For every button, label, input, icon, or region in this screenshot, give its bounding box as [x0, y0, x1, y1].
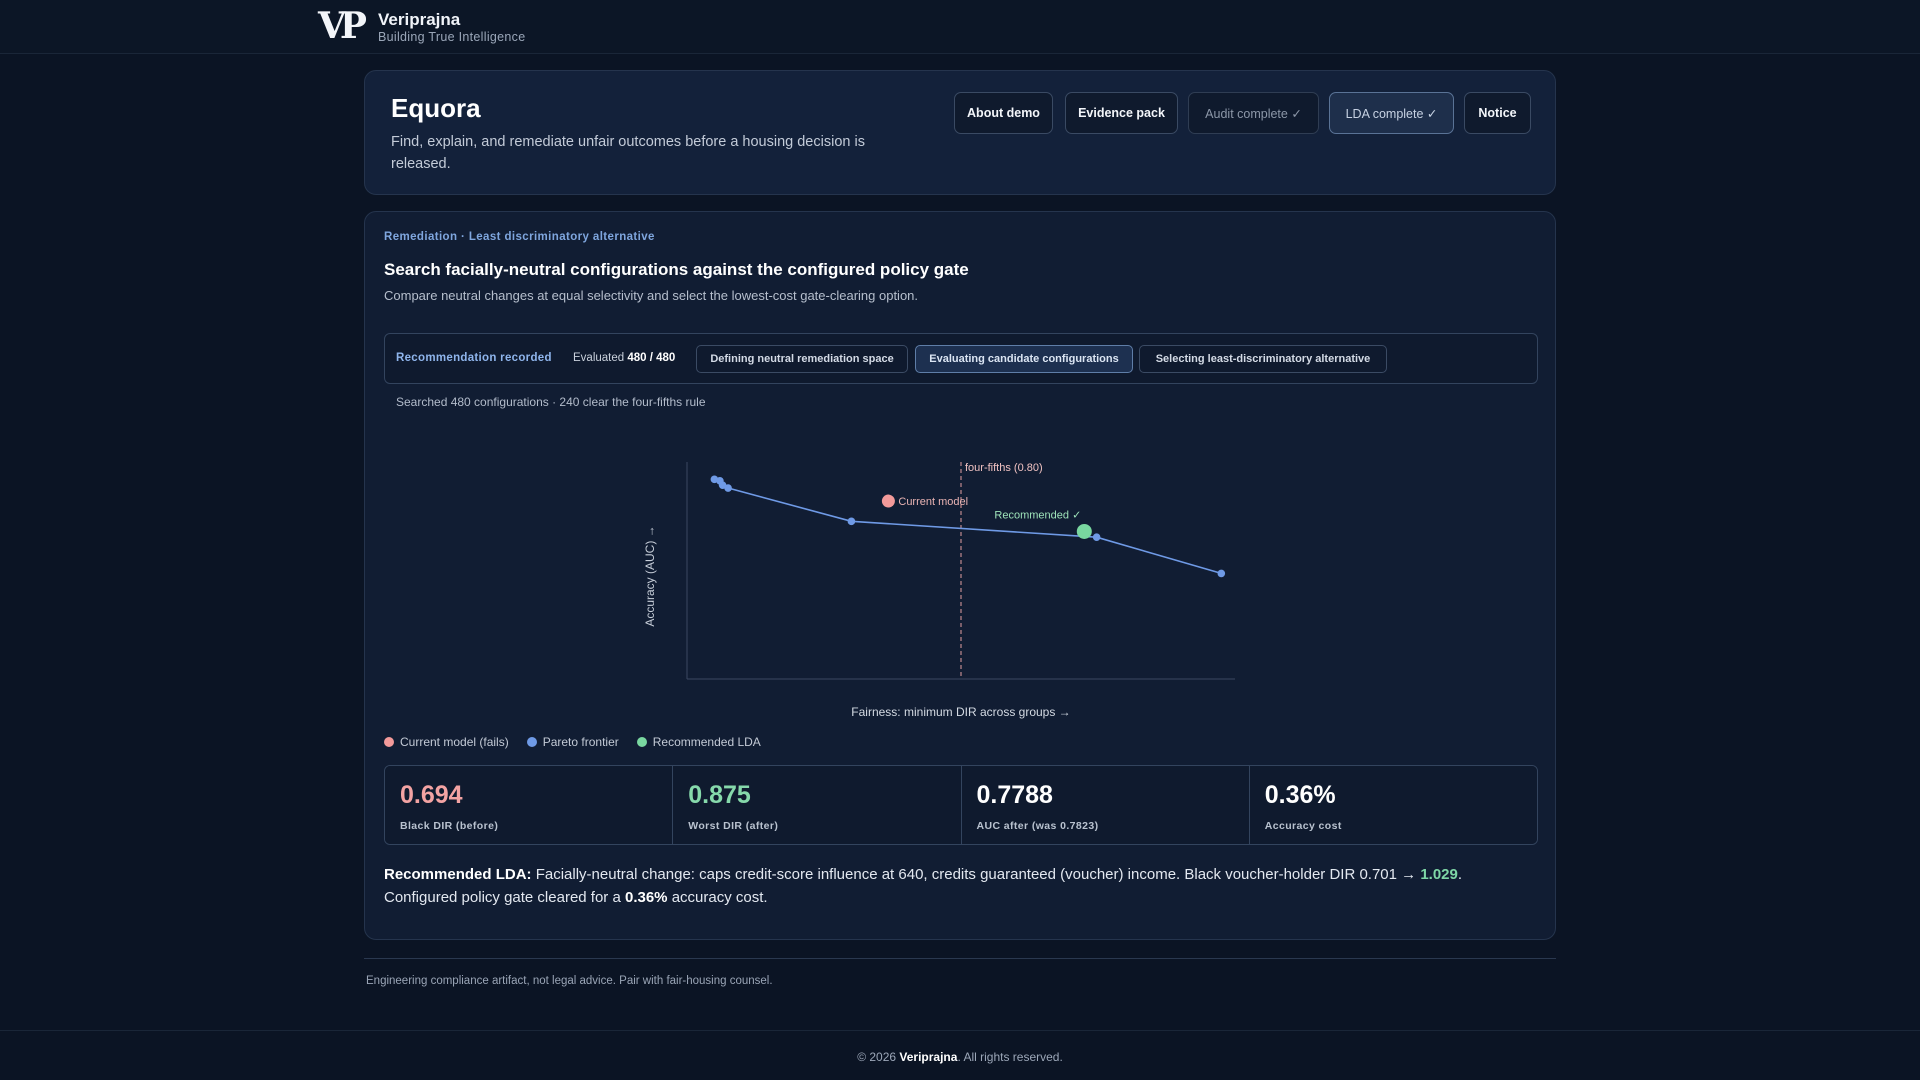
top-bar: VP Veriprajna Building True Intelligence [0, 0, 1920, 54]
app-title: Equora [391, 93, 481, 123]
recommendation-line2-suffix: accuracy cost. [671, 889, 768, 906]
current-model-label: Current model [898, 496, 968, 508]
remediation-card: Remediation · Least discriminatory alter… [364, 211, 1556, 940]
legend-current-model: Current model (fails) [384, 735, 509, 749]
footer-brand-link[interactable]: Veriprajna [899, 1050, 958, 1064]
evaluated-count: Evaluated 480 / 480 [573, 352, 675, 364]
legend-recommended: Recommended LDA [636, 735, 761, 749]
footer-prefix: © 2026 [857, 1050, 897, 1064]
metric-auc-after: 0.7788 AUC after (was 0.7823) [961, 766, 1250, 844]
section-title: Search facially-neutral configurations a… [384, 260, 969, 279]
footer-copyright: © 2026 Veriprajna. All rights reserved. [0, 1050, 1920, 1064]
lda-complete-button[interactable]: LDA complete ✓ [1329, 92, 1454, 134]
footer: © 2026 Veriprajna. All rights reserved. [0, 1030, 1920, 1080]
legend-label-recommended: Recommended LDA [652, 735, 761, 749]
status-label: Recommendation recorded [396, 352, 552, 364]
evaluated-value: 480 / 480 [627, 352, 676, 364]
threshold-label: four-fifths (0.80) [965, 462, 1043, 474]
metric-value: 0.7788 [976, 781, 1053, 809]
notice-button[interactable]: Notice [1464, 92, 1531, 134]
legend-pareto: Pareto frontier [526, 735, 619, 749]
metrics-row: 0.694 Black DIR (before) 0.875 Worst DIR… [384, 765, 1538, 845]
chart-legend: Current model (fails) Pareto frontier Re… [384, 735, 761, 749]
pareto-point [1092, 533, 1101, 542]
y-axis-label: Accuracy (AUC) → [643, 525, 657, 626]
step-evaluating-candidates[interactable]: Evaluating candidate configurations [915, 345, 1133, 373]
pareto-point [724, 484, 732, 492]
metric-label: AUC after (was 0.7823) [976, 820, 1099, 832]
evaluated-label: Evaluated [573, 352, 625, 364]
recommendation-cost: 0.36% [624, 889, 668, 906]
current-model-point [881, 494, 895, 508]
recommendation-body: Facially-neutral change: caps credit-sco… [535, 866, 1417, 883]
pareto-point [847, 517, 856, 526]
footer-suffix: . All rights reserved. [957, 1050, 1063, 1064]
metric-value: 0.875 [688, 781, 751, 809]
legend-dot-current [384, 737, 394, 747]
legend-label-current: Current model (fails) [400, 735, 509, 749]
brand-logo[interactable]: VP [318, 5, 367, 47]
disclaimer: Engineering compliance artifact, not leg… [366, 975, 773, 987]
recommendation-lead: Recommended LDA: [384, 866, 532, 883]
brand-tagline: Building True Intelligence [378, 30, 526, 44]
recommendation-dir-after: 1.029 [1420, 866, 1458, 883]
legend-dot-recommended [636, 737, 647, 747]
metric-value: 0.36% [1264, 781, 1336, 809]
recommended-lda-point [1076, 523, 1092, 539]
brand-name[interactable]: Veriprajna [378, 10, 461, 29]
search-summary: Searched 480 configurations · 240 clear … [396, 395, 706, 409]
metric-accuracy-cost: 0.36% Accuracy cost [1249, 766, 1537, 844]
metric-label: Worst DIR (after) [688, 820, 779, 832]
pareto-point [1217, 569, 1226, 578]
metric-label: Accuracy cost [1264, 820, 1342, 832]
metric-black-dir-before: 0.694 Black DIR (before) [385, 766, 674, 844]
metric-value: 0.694 [400, 781, 463, 809]
step-defining-space[interactable]: Defining neutral remediation space [696, 345, 908, 373]
recommendation-summary: Recommended LDA: Facially-neutral change… [384, 866, 1463, 906]
x-axis-label: Fairness: minimum DIR across groups → [851, 705, 1070, 719]
recommendation-line2-prefix: Configured policy gate cleared for a [384, 889, 621, 906]
section-subtitle: Compare neutral changes at equal selecti… [384, 288, 919, 303]
recommended-lda-label: Recommended ✓ [994, 509, 1081, 521]
app-description: Find, explain, and remediate unfair outc… [391, 134, 865, 172]
divider [364, 958, 1556, 959]
metric-worst-dir-after: 0.875 Worst DIR (after) [673, 766, 962, 844]
step-selecting-lda[interactable]: Selecting least-discriminatory alternati… [1139, 345, 1387, 373]
audit-complete-button[interactable]: Audit complete ✓ [1188, 92, 1319, 134]
section-eyebrow: Remediation · Least discriminatory alter… [384, 231, 655, 243]
legend-dot-pareto [526, 737, 537, 747]
progress-panel: Recommendation recorded Evaluated 480 / … [384, 333, 1538, 384]
about-demo-button[interactable]: About demo [954, 92, 1053, 134]
legend-label-pareto: Pareto frontier [542, 735, 619, 749]
evidence-pack-button[interactable]: Evidence pack [1065, 92, 1178, 134]
pareto-frontier-line [714, 478, 1222, 575]
pareto-chart: four-fifths (0.80) Current model Recommend… [643, 462, 1235, 719]
app-header-card: Equora Find, explain, and remediate unfa… [364, 70, 1556, 195]
metric-label: Black DIR (before) [400, 820, 499, 832]
